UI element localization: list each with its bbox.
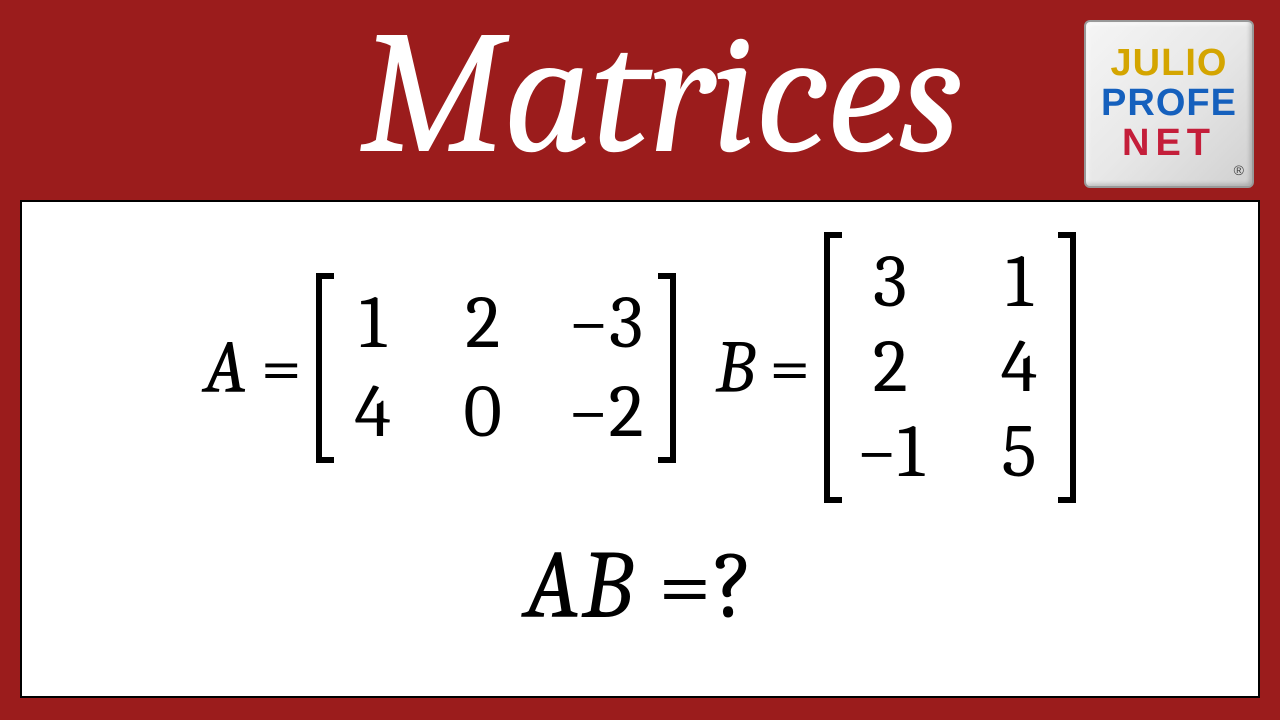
matrix-cell: 2 <box>458 281 508 366</box>
matrix-cell: 1 <box>994 240 1044 325</box>
matrix-cell: −2 <box>568 370 644 455</box>
matrix-cell: 4 <box>994 325 1044 410</box>
logo-line-1: JULIO <box>1111 44 1228 84</box>
matrix-cell: 3 <box>865 240 915 325</box>
logo-line-2: PROFE <box>1101 84 1237 124</box>
matrix-a-equation: A = 1 2 −3 4 0 −2 <box>204 273 676 463</box>
matrix-b-body: 3 1 2 4 −1 5 <box>842 232 1058 503</box>
bracket-right-icon <box>1058 232 1076 503</box>
equals-sign: = <box>261 325 302 411</box>
matrix-cell: 4 <box>348 370 398 455</box>
question-lhs: AB <box>524 531 635 641</box>
equals-sign: = <box>658 531 713 641</box>
matrix-b-equation: B = 3 1 2 4 −1 5 <box>716 232 1076 503</box>
question-mark: ? <box>713 531 756 641</box>
matrix-definitions-row: A = 1 2 −3 4 0 −2 B = 3 <box>52 232 1228 503</box>
bracket-right-icon <box>658 273 676 463</box>
matrix-b-label: B <box>716 325 756 411</box>
matrix-cell: 1 <box>348 281 398 366</box>
matrix-cell: 2 <box>865 325 915 410</box>
matrix-b: 3 1 2 4 −1 5 <box>824 232 1076 503</box>
equals-sign: = <box>769 325 810 411</box>
matrix-cell: −1 <box>856 410 924 495</box>
question-line: AB =? <box>52 531 1228 641</box>
bracket-left-icon <box>316 273 334 463</box>
matrix-a: 1 2 −3 4 0 −2 <box>316 273 676 463</box>
content-panel: A = 1 2 −3 4 0 −2 B = 3 <box>20 200 1260 698</box>
logo-badge: JULIO PROFE NET ® <box>1084 20 1254 188</box>
matrix-cell: −3 <box>568 281 643 366</box>
matrix-cell: 0 <box>458 370 508 455</box>
logo-line-3: NET <box>1122 124 1216 164</box>
matrix-a-label: A <box>204 325 247 411</box>
matrix-cell: 5 <box>994 410 1044 495</box>
bracket-left-icon <box>824 232 842 503</box>
matrix-a-body: 1 2 −3 4 0 −2 <box>334 273 658 463</box>
registered-icon: ® <box>1234 163 1244 178</box>
